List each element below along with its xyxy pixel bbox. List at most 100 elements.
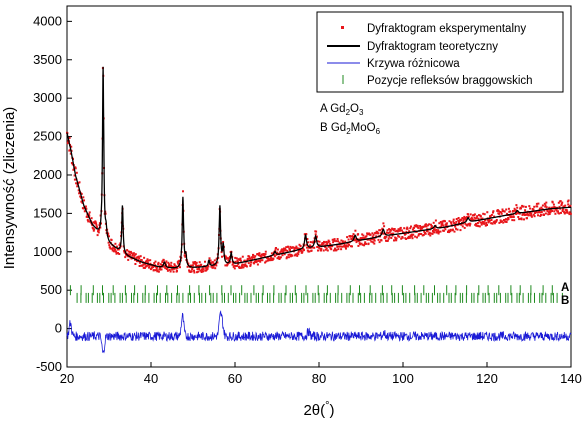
experimental-point-502 (255, 260, 258, 263)
experimental-point-556 (276, 251, 279, 254)
experimental-point-77 (95, 222, 98, 225)
experimental-point-1217 (526, 217, 528, 220)
experimental-point-1212 (524, 209, 527, 212)
experimental-point-944 (422, 233, 425, 236)
experimental-point-493 (252, 254, 255, 257)
experimental-point-945 (423, 230, 426, 233)
experimental-point-88 (99, 226, 102, 229)
experimental-point-645 (309, 241, 312, 244)
experimental-point-135 (117, 252, 119, 254)
experimental-point-589 (288, 253, 291, 256)
experimental-point-1321 (565, 211, 568, 214)
experimental-point-1136 (495, 220, 498, 223)
experimental-point-684 (324, 244, 327, 247)
experimental-point-892 (403, 227, 406, 230)
x-tick-label-3: 80 (312, 371, 326, 386)
experimental-point-206 (143, 267, 146, 269)
legend-label-experimental: Dyfraktogram eksperymentalny (367, 23, 526, 35)
experimental-point-754 (351, 245, 353, 248)
experimental-point-185 (135, 260, 138, 263)
experimental-point-182 (134, 253, 137, 256)
experimental-point-335 (192, 262, 195, 265)
experimental-point-982 (437, 229, 440, 232)
experimental-point-79 (95, 225, 98, 228)
y-tick-label-7: 3000 (33, 90, 62, 105)
experimental-point-868 (394, 236, 397, 239)
experimental-point-413 (222, 241, 225, 243)
experimental-point-342 (195, 265, 198, 268)
experimental-point-1144 (498, 221, 501, 224)
experimental-point-765 (355, 238, 358, 241)
experimental-point-242 (157, 261, 160, 264)
experimental-point-795 (366, 233, 369, 236)
experimental-point-45 (83, 199, 85, 202)
experimental-point-421 (225, 257, 228, 260)
experimental-point-70 (92, 221, 95, 224)
experimental-point-44 (82, 207, 85, 210)
experimental-point-1324 (566, 211, 569, 214)
experimental-point-858 (390, 237, 393, 239)
experimental-point-976 (434, 219, 437, 222)
experimental-point-959 (428, 231, 431, 234)
experimental-point-1243 (535, 202, 538, 205)
experimental-point-591 (289, 245, 292, 248)
experimental-point-741 (346, 236, 349, 239)
experimental-point-281 (172, 266, 175, 268)
experimental-point-572 (282, 251, 285, 254)
experimental-point-1252 (539, 215, 542, 217)
experimental-point-910 (410, 225, 412, 228)
experimental-point-735 (343, 245, 346, 247)
experimental-point-341 (194, 263, 197, 266)
experimental-point-11 (70, 145, 73, 148)
legend-label-theoretical: Dyfraktogram teoretyczny (367, 41, 498, 53)
experimental-point-592 (289, 255, 292, 258)
experimental-point-271 (168, 264, 171, 267)
experimental-point-43 (82, 196, 85, 199)
experimental-point-321 (187, 262, 190, 265)
experimental-point-743 (346, 245, 349, 248)
experimental-point-1050 (462, 218, 465, 220)
experimental-point-862 (391, 228, 394, 230)
experimental-point-112 (108, 244, 111, 247)
experimental-point-710 (334, 248, 337, 251)
experimental-point-716 (336, 238, 339, 240)
experimental-point-787 (363, 237, 366, 240)
experimental-point-990 (440, 225, 443, 228)
experimental-point-936 (419, 228, 422, 230)
experimental-point-678 (322, 242, 325, 245)
experimental-point-1051 (463, 215, 466, 218)
experimental-point-1047 (461, 225, 464, 228)
experimental-point-954 (426, 230, 429, 233)
experimental-point-966 (431, 226, 434, 229)
experimental-point-1146 (499, 211, 502, 213)
experimental-point-1164 (506, 212, 508, 215)
experimental-point-888 (401, 236, 404, 239)
experimental-point-527 (265, 260, 268, 263)
experimental-point-973 (433, 226, 436, 229)
experimental-point-1084 (475, 216, 478, 219)
experimental-point-372 (206, 267, 209, 270)
experimental-point-803 (369, 233, 372, 236)
experimental-point-682 (323, 241, 326, 244)
x-tick-label-6: 140 (560, 371, 582, 386)
experimental-point-1078 (473, 216, 476, 219)
experimental-point-294 (177, 262, 180, 265)
experimental-point-495 (253, 262, 256, 265)
experimental-point-477 (246, 259, 249, 262)
experimental-point-972 (433, 231, 436, 234)
experimental-point-137 (117, 248, 120, 251)
experimental-point-246 (159, 267, 161, 270)
experimental-point-824 (377, 238, 380, 241)
experimental-point-734 (343, 243, 346, 246)
experimental-point-1333 (569, 212, 572, 215)
experimental-point-339 (194, 261, 197, 263)
experimental-point-207 (144, 263, 147, 266)
experimental-point-23 (74, 167, 77, 170)
x-axis-title: 2θ(°) (303, 400, 334, 419)
difference-line (66, 310, 572, 354)
experimental-point-1017 (450, 222, 453, 225)
experimental-point-276 (170, 261, 173, 264)
experimental-point-1122 (490, 222, 493, 225)
bragg-phase-b (76, 292, 563, 303)
experimental-point-505 (256, 263, 259, 266)
